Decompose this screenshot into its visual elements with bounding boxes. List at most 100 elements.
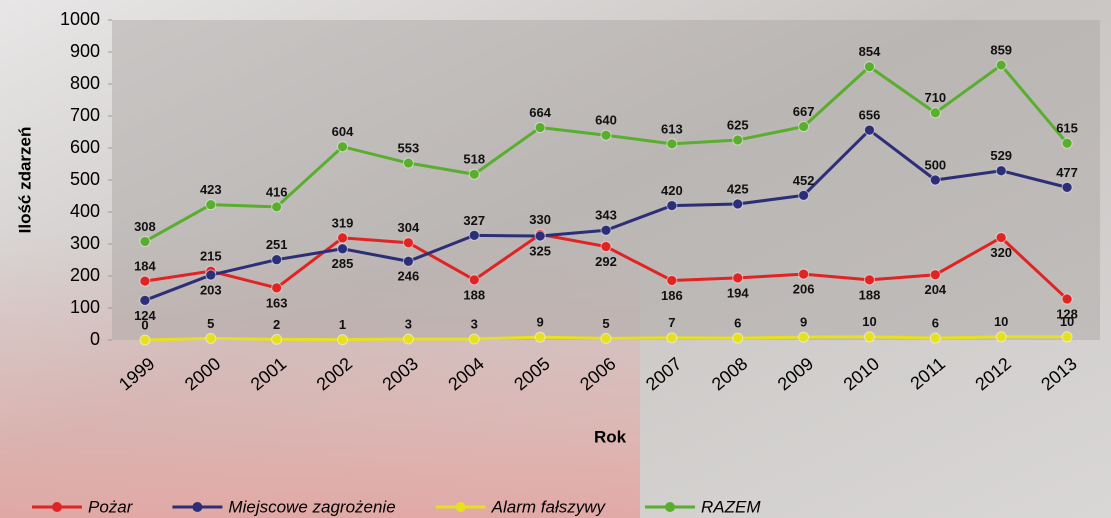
data-point: [469, 334, 479, 344]
data-label: 184: [134, 259, 156, 274]
data-label: 10: [862, 314, 876, 329]
data-label: 330: [529, 212, 551, 227]
data-point: [403, 238, 413, 248]
data-label: 615: [1056, 121, 1078, 136]
data-label: 10: [1060, 314, 1074, 329]
legend-label: RAZEM: [701, 497, 761, 516]
data-point: [272, 255, 282, 265]
data-point: [667, 333, 677, 343]
data-point: [930, 108, 940, 118]
data-point: [206, 333, 216, 343]
data-label: 308: [134, 219, 156, 234]
data-point: [338, 335, 348, 345]
data-label: 5: [207, 316, 214, 331]
data-point: [1062, 182, 1072, 192]
data-point: [601, 130, 611, 140]
data-point: [140, 295, 150, 305]
data-point: [733, 199, 743, 209]
data-label: 319: [332, 215, 354, 230]
data-label: 246: [398, 269, 420, 284]
data-label: 656: [859, 108, 881, 123]
data-point: [733, 333, 743, 343]
legend-marker: [192, 502, 202, 512]
data-label: 10: [994, 314, 1008, 329]
data-point: [799, 269, 809, 279]
legend-marker: [456, 502, 466, 512]
y-tick-label: 600: [70, 137, 100, 157]
data-label: 423: [200, 182, 222, 197]
data-point: [1062, 332, 1072, 342]
data-point: [206, 270, 216, 280]
data-label: 452: [793, 173, 815, 188]
data-label: 859: [990, 43, 1012, 58]
data-label: 477: [1056, 165, 1078, 180]
data-label: 529: [990, 148, 1012, 163]
data-label: 604: [332, 124, 354, 139]
y-tick-label: 800: [70, 73, 100, 93]
legend-marker: [52, 502, 62, 512]
data-point: [403, 158, 413, 168]
data-point: [469, 169, 479, 179]
legend-label: Pożar: [88, 497, 134, 516]
data-label: 1: [339, 317, 346, 332]
data-point: [1062, 294, 1072, 304]
chart: Ilość zdarzeń Rok 0100200300400500600700…: [0, 0, 1111, 518]
data-label: 425: [727, 181, 749, 196]
data-label: 420: [661, 183, 683, 198]
data-point: [206, 200, 216, 210]
data-label: 854: [859, 44, 881, 59]
data-label: 6: [734, 316, 741, 331]
y-tick-label: 300: [70, 233, 100, 253]
data-label: 664: [529, 105, 551, 120]
data-label: 3: [471, 316, 478, 331]
data-point: [403, 334, 413, 344]
y-axis-title: Ilość zdarzeń: [15, 127, 34, 234]
data-label: 5: [602, 316, 609, 331]
data-point: [601, 242, 611, 252]
y-tick-label: 500: [70, 169, 100, 189]
data-point: [799, 332, 809, 342]
data-label: 6: [932, 316, 939, 331]
data-label: 206: [793, 282, 815, 297]
data-label: 215: [200, 249, 222, 264]
data-point: [338, 233, 348, 243]
data-label: 553: [398, 140, 420, 155]
data-label: 9: [537, 315, 544, 330]
data-point: [469, 230, 479, 240]
data-point: [864, 332, 874, 342]
data-point: [996, 332, 1006, 342]
data-label: 3: [405, 316, 412, 331]
data-point: [140, 276, 150, 286]
data-point: [667, 201, 677, 211]
y-tick-label: 900: [70, 41, 100, 61]
data-point: [733, 135, 743, 145]
legend-label: Alarm fałszywy: [491, 497, 607, 516]
y-tick-label: 400: [70, 201, 100, 221]
data-label: 2: [273, 317, 280, 332]
data-label: 640: [595, 113, 617, 128]
data-point: [469, 275, 479, 285]
data-point: [535, 231, 545, 241]
data-label: 188: [859, 287, 881, 302]
data-point: [272, 202, 282, 212]
data-point: [864, 275, 874, 285]
data-point: [864, 62, 874, 72]
data-point: [799, 122, 809, 132]
data-label: 285: [332, 256, 354, 271]
data-label: 327: [463, 213, 485, 228]
data-label: 320: [990, 245, 1012, 260]
data-point: [140, 236, 150, 246]
data-point: [733, 273, 743, 283]
data-point: [272, 283, 282, 293]
data-label: 416: [266, 184, 288, 199]
data-point: [140, 335, 150, 345]
y-tick-label: 200: [70, 265, 100, 285]
data-point: [930, 270, 940, 280]
plot-area: [112, 20, 1100, 340]
y-tick-label: 1000: [60, 9, 100, 29]
y-tick-label: 100: [70, 297, 100, 317]
data-label: 251: [266, 237, 288, 252]
data-point: [535, 332, 545, 342]
data-label: 186: [661, 288, 683, 303]
y-tick-label: 700: [70, 105, 100, 125]
